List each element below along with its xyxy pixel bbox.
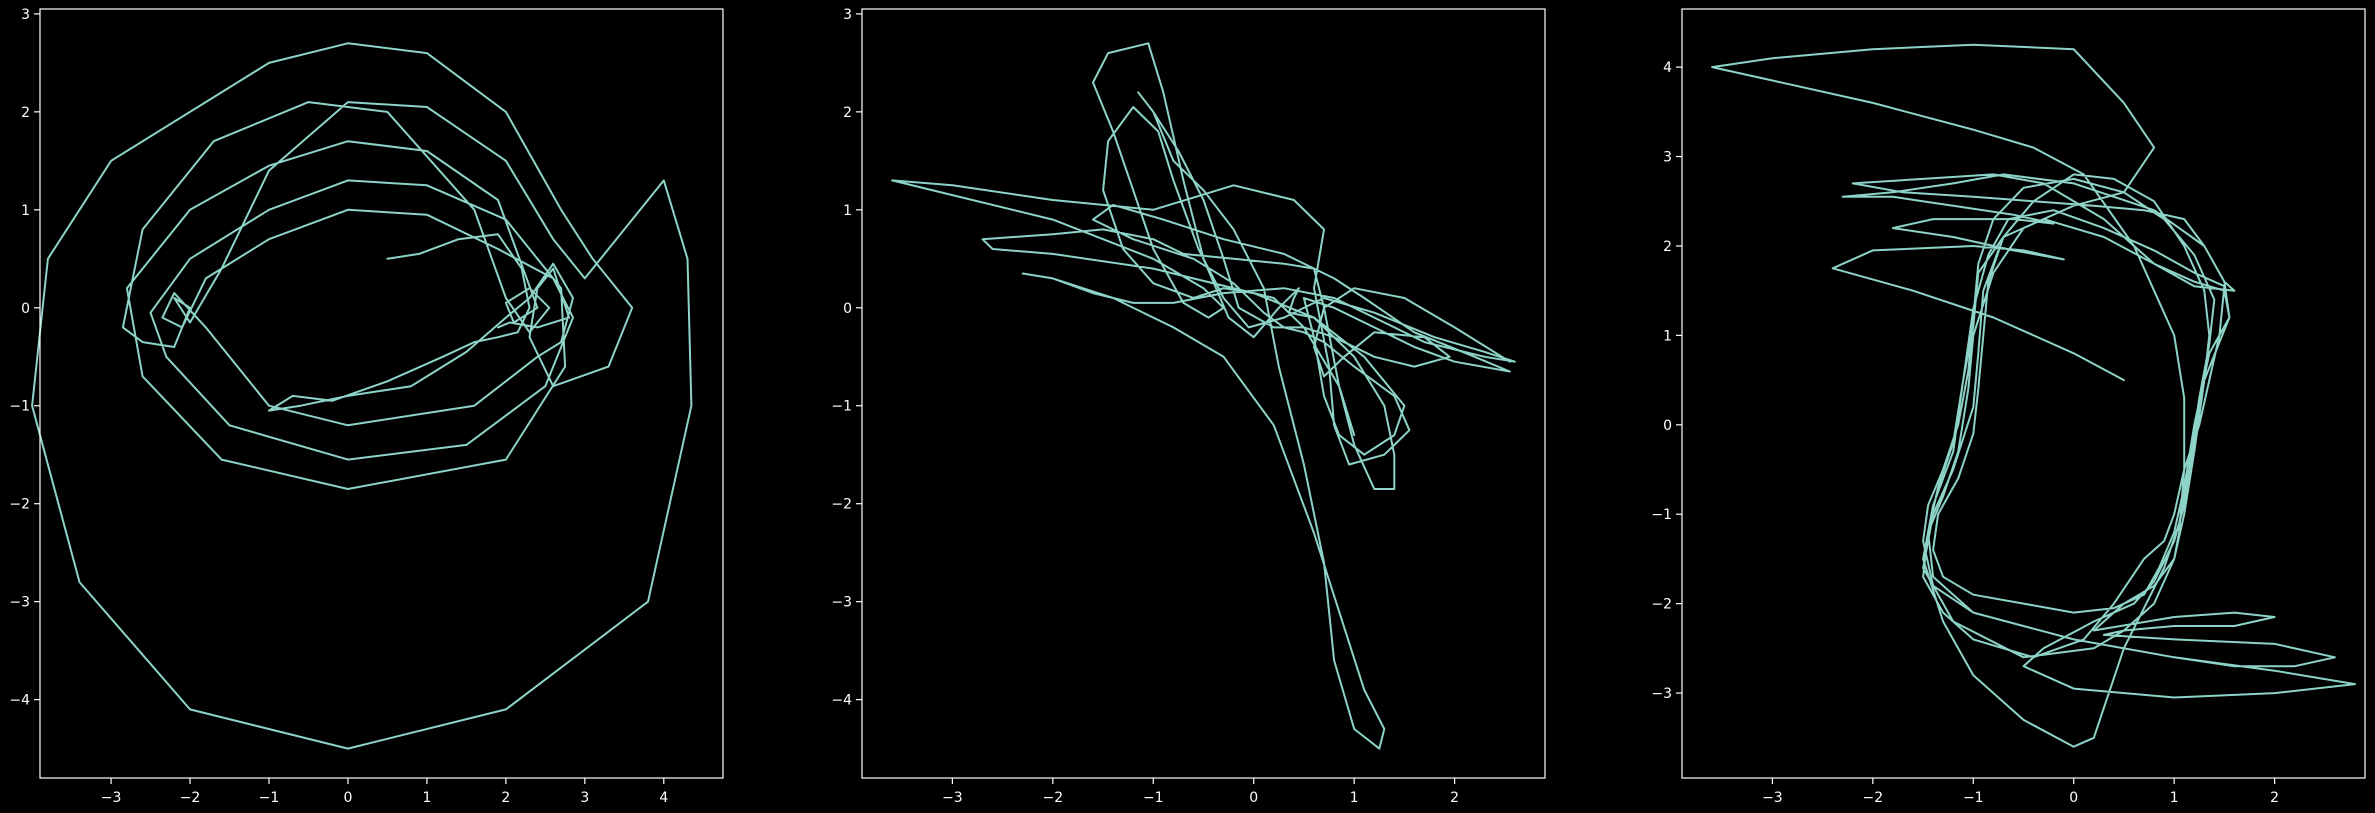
subplot-3-axes-frame xyxy=(1681,8,2366,779)
subplot-3-x-tick-label: −3 xyxy=(1762,790,1783,806)
subplot-1-x-tick-label: −1 xyxy=(259,790,280,806)
subplot-2-x-tick-label: −1 xyxy=(1143,790,1164,806)
subplot-3: −3 −2 −1 0 1 2 −3 −2 −1 0 1 2 3 4 xyxy=(1651,8,2366,806)
subplot-1-x-tick-label: 4 xyxy=(659,790,668,806)
subplot-1-y-tick-label: 2 xyxy=(21,105,30,121)
subplot-1-x-tick-label: −2 xyxy=(180,790,201,806)
subplot-2-y-tick-label: −1 xyxy=(831,399,852,415)
subplot-3-x-tick-label: 2 xyxy=(2270,790,2279,806)
subplot-3-y-tick-label: −2 xyxy=(1651,597,1672,613)
subplot-1-y-tick-label: −4 xyxy=(9,693,30,709)
subplot-3-y-tick-label: 2 xyxy=(1663,239,1672,255)
subplot-2-trajectory-1 xyxy=(891,42,1516,750)
subplot-3-y-tick-label: −3 xyxy=(1651,686,1672,702)
subplot-2-x-tick-label: 2 xyxy=(1450,790,1459,806)
subplot-2-x-tick-label: 1 xyxy=(1350,790,1359,806)
subplot-3-x-tick-label: −2 xyxy=(1863,790,1884,806)
subplot-1-x-tick-label: 3 xyxy=(580,790,589,806)
subplot-2-y-tick-label: 0 xyxy=(843,301,852,317)
subplot-3-x-tick-label: −1 xyxy=(1963,790,1984,806)
subplot-2-x-tick-label: 0 xyxy=(1249,790,1258,806)
subplot-2-x-tick-label: −3 xyxy=(942,790,963,806)
subplot-2-y-tick-label: −2 xyxy=(831,497,852,513)
subplot-1-trajectory-1 xyxy=(31,42,693,750)
subplot-3-y-tick-label: −1 xyxy=(1651,507,1672,523)
subplot-1-x-tick-label: 1 xyxy=(422,790,431,806)
subplot-3-y-tick-label: 0 xyxy=(1663,418,1672,434)
subplot-1-axes-frame xyxy=(39,8,724,779)
subplot-1-y-tick-label: 1 xyxy=(21,203,30,219)
subplot-3-trajectory-1 xyxy=(1711,43,2356,748)
subplot-1-y-tick-label: −3 xyxy=(9,595,30,611)
subplot-3-y-tick-label: 3 xyxy=(1663,150,1672,166)
subplot-3-x-tick-label: 1 xyxy=(2170,790,2179,806)
subplot-1-y-tick-label: −1 xyxy=(9,399,30,415)
subplot-3-y-tick-label: 1 xyxy=(1663,328,1672,344)
subplot-2-y-tick-label: 1 xyxy=(843,203,852,219)
subplot-1: −3 −2 −1 0 1 2 3 4 −4 −3 −2 −1 0 1 2 3 xyxy=(9,7,724,806)
subplot-2-y-tick-label: −3 xyxy=(831,595,852,611)
subplot-1-x-tick-label: 0 xyxy=(343,790,352,806)
subplot-2-x-tick-label: −2 xyxy=(1043,790,1064,806)
subplot-2-y-tick-label: −4 xyxy=(831,693,852,709)
subplot-1-y-tick-label: −2 xyxy=(9,497,30,513)
subplot-1-y-tick-label: 3 xyxy=(21,7,30,23)
subplot-3-y-tick-label: 4 xyxy=(1663,60,1672,76)
subplot-2-y-tick-label: 2 xyxy=(843,105,852,121)
subplot-1-x-tick-label: 2 xyxy=(501,790,510,806)
subplot-1-y-tick-label: 0 xyxy=(21,301,30,317)
subplot-2: −3 −2 −1 0 1 2 −4 −3 −2 −1 0 1 2 3 xyxy=(831,7,1546,806)
subplot-2-y-tick-label: 3 xyxy=(843,7,852,23)
subplot-3-x-tick-label: 0 xyxy=(2069,790,2078,806)
subplot-1-x-tick-label: −3 xyxy=(101,790,122,806)
subplot-2-axes-frame xyxy=(861,8,1546,779)
